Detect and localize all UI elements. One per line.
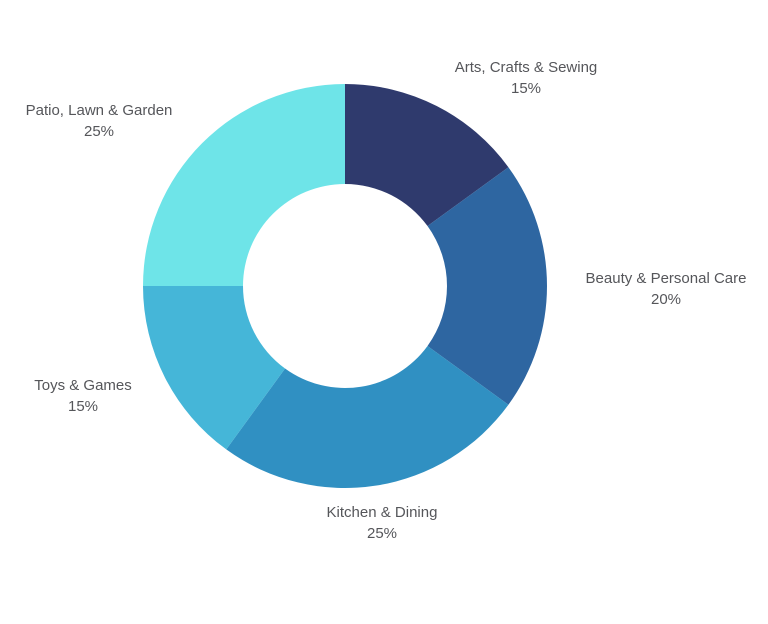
slice-toys-games[interactable] bbox=[143, 286, 286, 450]
slice-arts-crafts-sewing[interactable] bbox=[345, 84, 509, 227]
slice-beauty-personal-care[interactable] bbox=[427, 167, 547, 405]
slice-kitchen-dining[interactable] bbox=[226, 345, 509, 488]
slice-patio-lawn-garden[interactable] bbox=[143, 84, 345, 286]
